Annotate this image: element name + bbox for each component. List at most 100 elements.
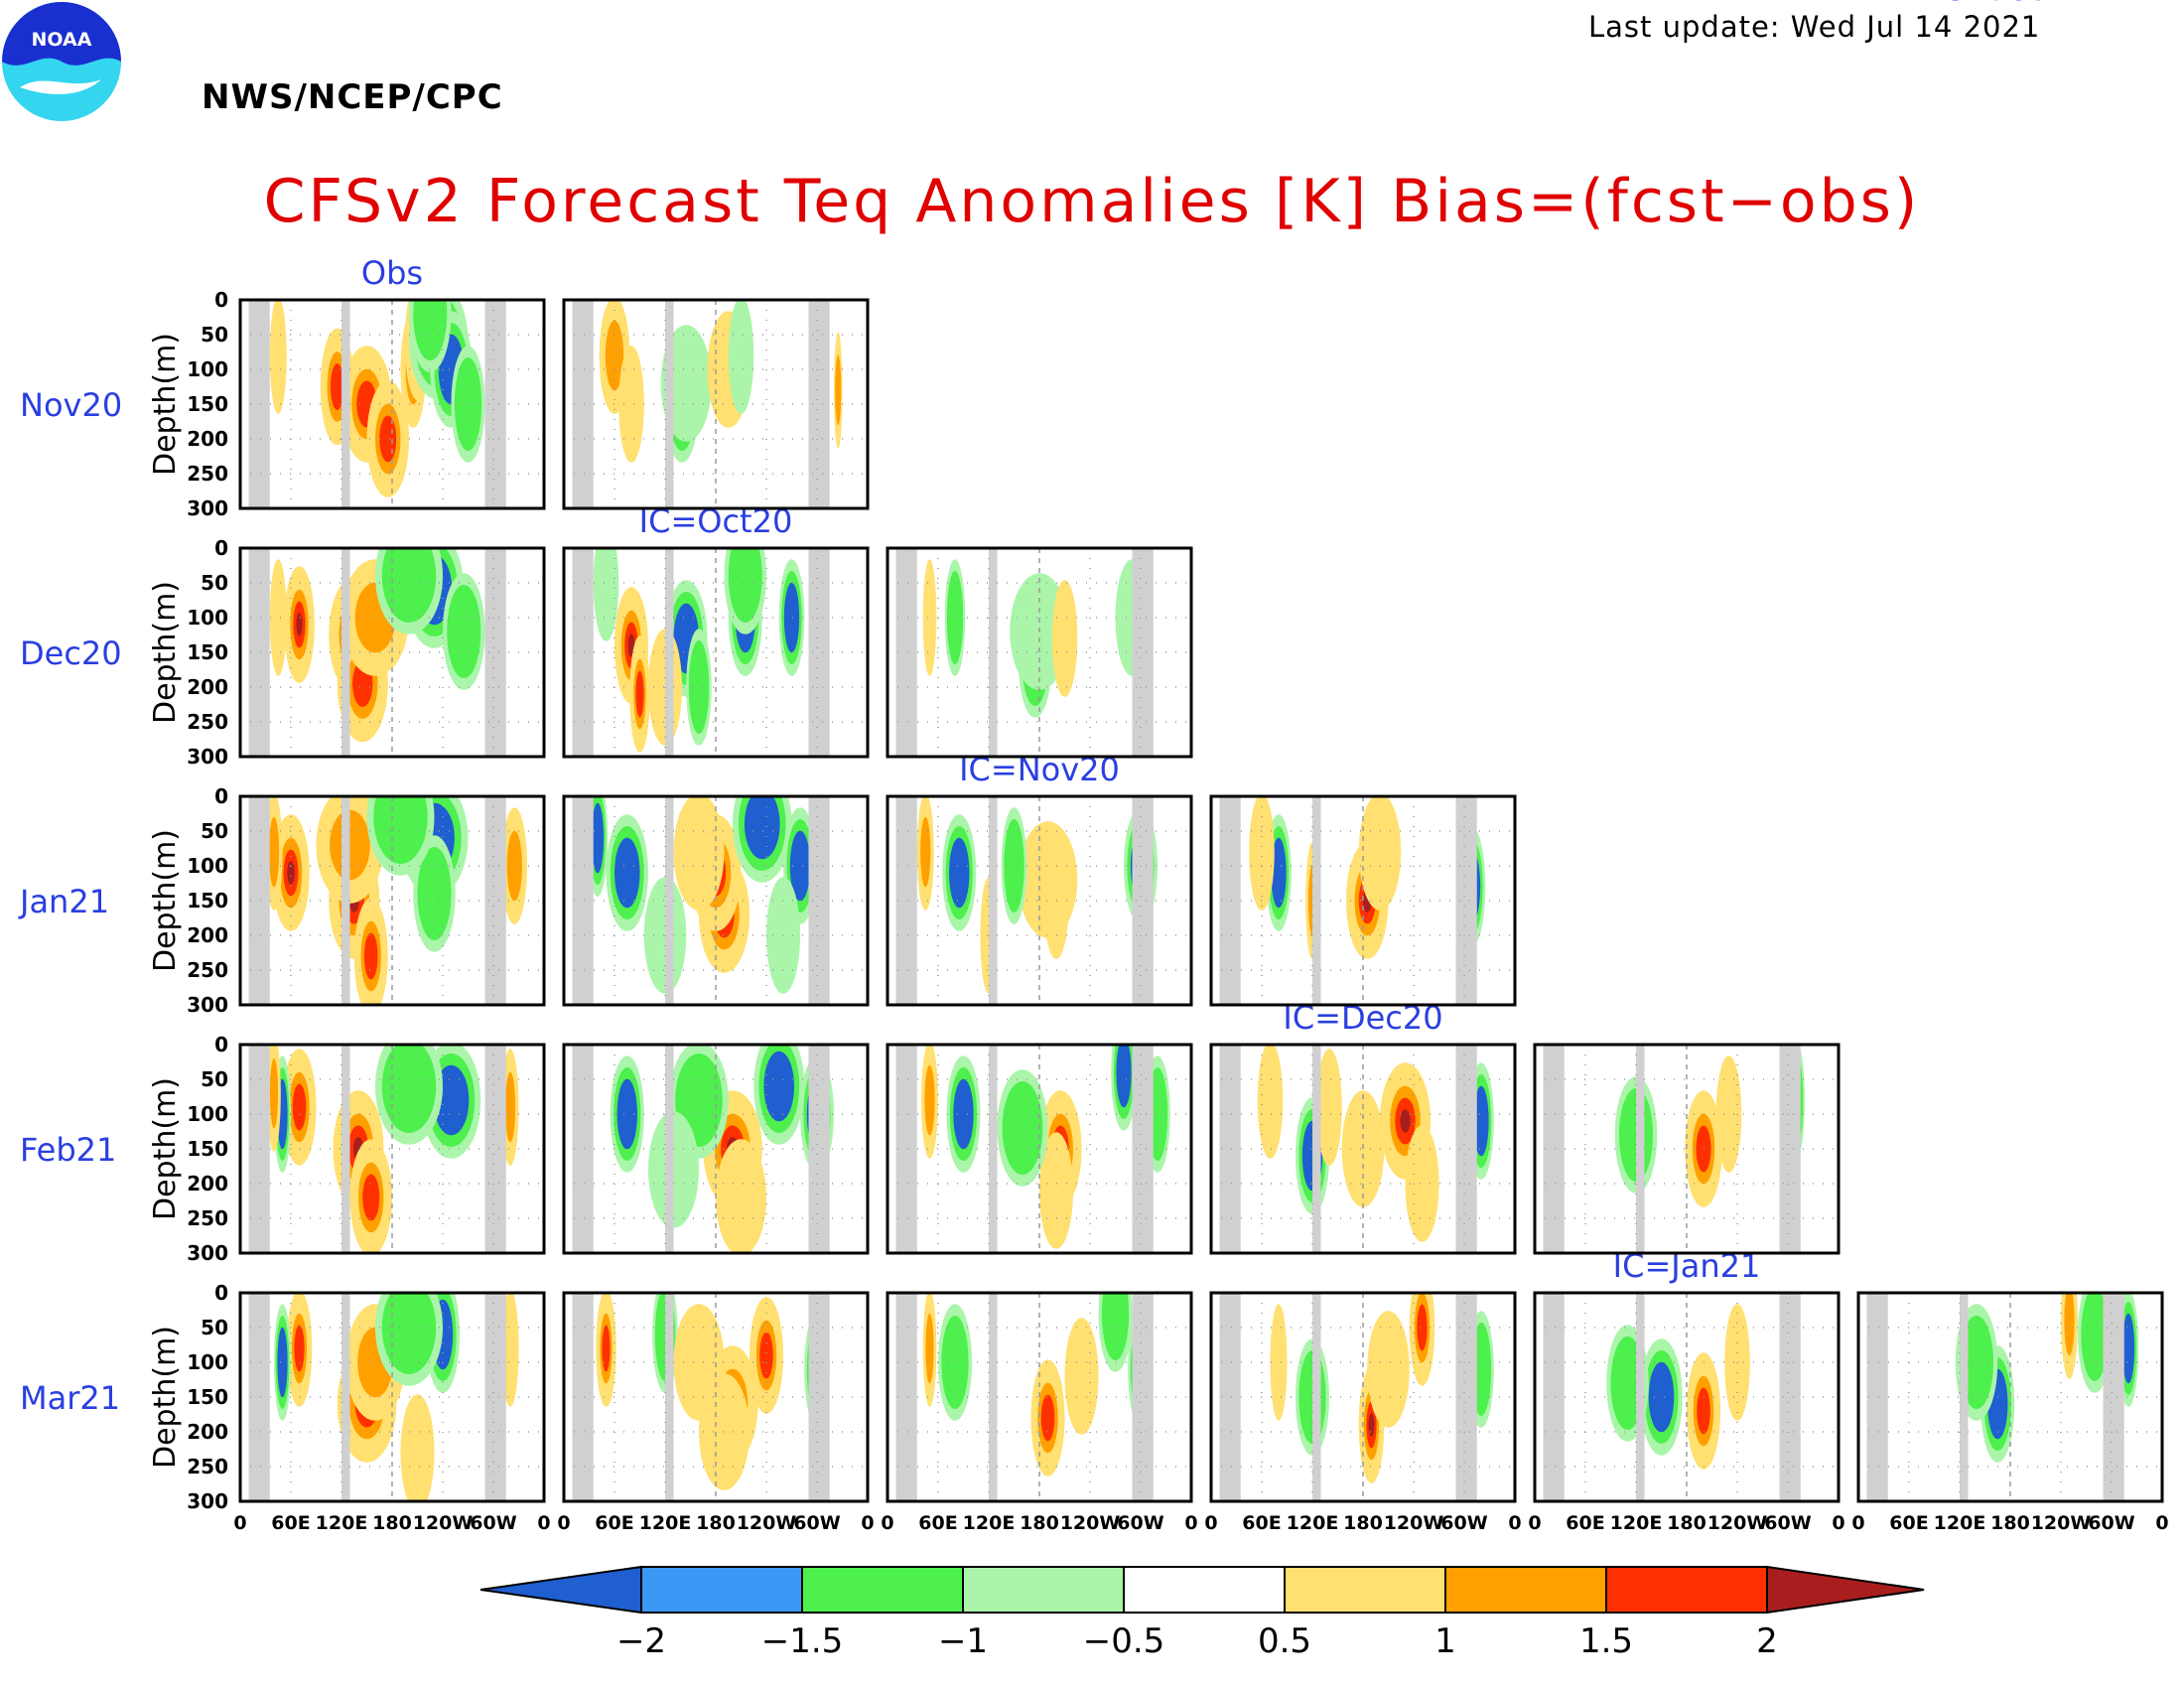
x-tick-2-6: 0 [1184,1512,1197,1534]
panel-4-0 [240,1293,544,1501]
y-tick-2-3: 150 [187,889,228,913]
x-tick-2-0: 0 [881,1512,893,1534]
x-tick-0-6: 0 [537,1512,550,1534]
land-mask-0 [248,1293,270,1501]
panel-3-2 [887,1045,1191,1253]
y-axis-label-4: Depth(m) [148,1326,183,1469]
row-label-1: Dec20 [20,634,122,672]
anomaly-blob-1-1 [620,356,642,452]
anomaly-blob-3-1 [1042,1143,1070,1238]
panel-frame-1-2 [886,546,1193,759]
anomaly-blob-10-1 [271,308,286,403]
y-tick-3-0: 0 [214,1033,228,1056]
y-tick-4-5: 250 [187,1455,228,1478]
colorbar-swatch-3 [1123,1566,1286,1614]
y-tick-1-4: 200 [187,675,228,699]
row-label-0: Nov20 [20,386,122,424]
panel-frame-3-2 [886,1043,1193,1255]
colorbar-label-7: 2 [1756,1621,1778,1661]
land-mask-0 [572,1293,594,1501]
colorbar-label-0: −2 [616,1621,666,1661]
x-tick-1-0: 0 [557,1512,570,1534]
anomaly-blob-5-1 [417,846,452,941]
anomaly-blob-1-2 [1271,837,1287,909]
colorbar-swatch-6 [1605,1566,1768,1614]
land-mask-1 [1312,796,1321,1005]
anomaly-blob-0-4 [1368,1413,1375,1437]
anomaly-blob-5-2 [277,1327,288,1398]
x-tick-1-1: 60E [595,1512,633,1534]
anomaly-blob-0-2 [1648,1361,1675,1433]
y-tick-2-0: 0 [214,784,228,808]
land-mask-1 [341,796,350,1005]
y-tick-2-5: 250 [187,958,228,982]
anomaly-blob-8-0 [593,548,619,641]
land-mask-1 [1636,1293,1645,1501]
panel-4-3 [1211,1293,1515,1501]
y-tick-1-0: 0 [214,536,228,560]
panel-4-2 [887,1293,1191,1501]
anomaly-blob-6-2 [789,830,811,902]
panel-3-1 [564,1045,868,1253]
land-mask-1 [1636,1045,1645,1253]
land-mask-2 [1779,1045,1801,1253]
land-mask-0 [572,796,594,1005]
x-tick-1-5: 60W [793,1512,840,1534]
y-tick-2-2: 100 [187,854,228,878]
x-tick-2-4: 120W [1060,1512,1121,1534]
panel-frame-0-1 [562,298,870,510]
land-mask-0 [572,1045,594,1253]
panel-frame-0-0 [238,298,546,510]
anomaly-blob-5-1 [1318,1059,1340,1155]
panel-3-3 [1211,1045,1515,1253]
anomaly-blob-2-1 [1251,804,1273,900]
land-mask-1 [1960,1293,1969,1501]
land-mask-2 [808,1045,830,1253]
x-tick-0-3: 180 [372,1512,412,1534]
anomaly-blob-8-2 [268,816,280,888]
x-tick-0-0: 0 [233,1512,246,1534]
anomaly-blob-5-1 [2081,1293,2109,1382]
anomaly-blob-0-2 [949,837,970,909]
y-tick-1-1: 50 [201,571,228,595]
x-tick-1-3: 180 [696,1512,736,1534]
anomaly-blob-0-3 [292,1083,307,1131]
land-mask-1 [341,1045,350,1253]
anomaly-blob-0-2 [614,837,640,909]
logo-text: NOAA [32,29,92,51]
land-mask-2 [1455,796,1477,1005]
x-tick-3-3: 180 [1343,1512,1383,1534]
x-tick-4-0: 0 [1528,1512,1541,1534]
land-mask-1 [1312,1293,1321,1501]
land-mask-1 [341,1293,350,1501]
y-tick-3-4: 200 [187,1172,228,1196]
land-mask-0 [248,548,270,757]
row-label-4: Mar21 [20,1379,120,1417]
anomaly-blob-0-3 [1040,1394,1055,1442]
y-tick-3-3: 150 [187,1137,228,1161]
panel-frame-4-2 [886,1291,1193,1503]
panel-2-0 [240,796,544,1005]
x-tick-1-6: 0 [861,1512,874,1534]
anomaly-blob-0-3 [330,362,344,411]
anomaly-blob-1-1 [1067,1329,1096,1424]
y-tick-4-2: 100 [187,1350,228,1374]
y-tick-0-0: 0 [214,288,228,312]
anomaly-blob-4-1 [1002,1080,1043,1176]
y-tick-3-5: 250 [187,1206,228,1230]
anomaly-blob-3-2 [763,1051,795,1122]
panel-0-0 [240,300,544,508]
anomaly-blob-0-3 [602,1325,611,1372]
land-mask-0 [1866,1293,1888,1501]
land-mask-1 [1312,1045,1321,1253]
panel-4-5 [1858,1293,2162,1501]
anomaly-blob-5-1 [678,804,720,900]
y-tick-3-1: 50 [201,1067,228,1091]
anomaly-blob-0-4 [1400,1109,1411,1133]
anomaly-blob-4-1 [381,1293,437,1375]
panel-frame-1-1 [562,546,870,759]
land-mask-0 [248,796,270,1005]
x-tick-3-2: 120E [1287,1512,1339,1534]
anomaly-blob-3-0 [1051,580,1078,697]
land-mask-2 [1132,1045,1154,1253]
